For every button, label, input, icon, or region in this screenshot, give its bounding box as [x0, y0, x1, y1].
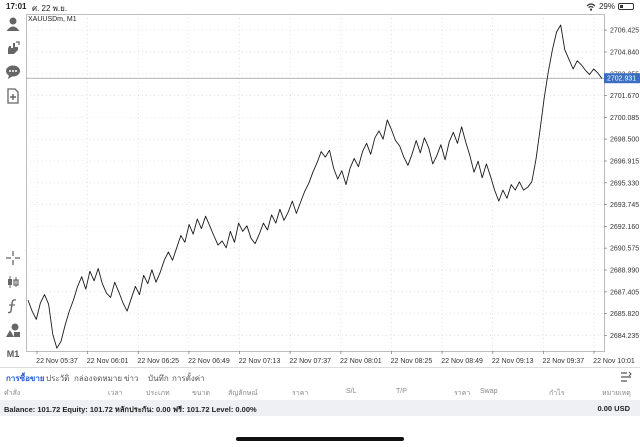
- chat-icon[interactable]: [5, 64, 21, 80]
- y-tick-label: 2701.670: [610, 93, 639, 100]
- x-tick-label: 22 Nov 09:13: [492, 358, 534, 365]
- y-tick-label: 2695.330: [610, 180, 639, 187]
- y-tick-label: 2698.500: [610, 137, 639, 144]
- y-tick-label: 2692.160: [610, 224, 639, 231]
- tab-5[interactable]: การตั้งค่า: [172, 374, 205, 383]
- price-chart[interactable]: 22 Nov 05:37 22 Nov 06:01 22 Nov 06:25 22 N…: [26, 14, 640, 379]
- timeframe-button[interactable]: M1: [6, 349, 20, 359]
- battery-fill: [620, 5, 624, 8]
- candlestick-icon[interactable]: [5, 274, 21, 290]
- column-header: หมายเหตุ: [602, 390, 631, 397]
- column-header: ขนาด: [192, 390, 211, 397]
- objects-icon[interactable]: [5, 322, 21, 338]
- battery-icon: [618, 3, 634, 10]
- status-date: ศ. 22 พ.ย.: [32, 4, 68, 13]
- column-header: ราคา: [454, 390, 471, 397]
- y-tick-label: 2706.425: [610, 28, 639, 35]
- chart-canvas[interactable]: 22 Nov 05:37 22 Nov 06:01 22 Nov 06:25 22 N…: [26, 14, 640, 379]
- x-tick-label: 22 Nov 10:01: [593, 358, 635, 365]
- y-tick-label: 2688.990: [610, 267, 639, 274]
- x-tick-label: 22 Nov 07:13: [239, 358, 281, 365]
- tab-3[interactable]: ข่าว: [124, 374, 139, 383]
- column-header: ประเภท: [146, 390, 170, 397]
- tab-4[interactable]: บันทึก: [148, 374, 169, 383]
- status-right: 29%: [586, 2, 634, 11]
- x-tick-label: 22 Nov 05:37: [36, 358, 78, 365]
- panel-menu-icon[interactable]: [620, 371, 632, 383]
- tab-0[interactable]: การซื้อขาย: [6, 374, 45, 383]
- trade-columns-header: คำสั่ง เวลา ประเภท ขนาด สัญลักษณ์ ราคา S/L T/P ร…: [0, 386, 640, 400]
- price-label: 2702.931: [607, 76, 636, 83]
- column-header: เวลา: [108, 390, 123, 397]
- status-time: 17:01: [6, 2, 27, 11]
- user-icon[interactable]: [5, 16, 21, 32]
- plot-frame: [26, 14, 605, 352]
- y-tick-label: 2684.235: [610, 333, 639, 340]
- column-header: T/P: [396, 388, 407, 395]
- account-balance-bar: Balance: 101.72 Equity: 101.72 หลักประกั…: [0, 400, 640, 416]
- left-toolbar: M1: [0, 14, 26, 366]
- y-tick-label: 2685.820: [610, 311, 639, 318]
- chart-symbol: XAUUSDm, M1: [28, 16, 77, 23]
- y-tick-label: 2696.915: [610, 158, 639, 165]
- x-tick-label: 22 Nov 09:37: [543, 358, 585, 365]
- column-header: สัญลักษณ์: [228, 390, 258, 397]
- x-tick-label: 22 Nov 08:25: [391, 358, 433, 365]
- y-tick-label: 2704.840: [610, 49, 639, 56]
- hand-icon[interactable]: [5, 40, 21, 56]
- column-header: S/L: [346, 388, 357, 395]
- x-tick-label: 22 Nov 06:49: [188, 358, 230, 365]
- home-indicator[interactable]: [236, 437, 404, 441]
- tab-1[interactable]: ประวัติ: [46, 374, 70, 383]
- y-tick-label: 2700.085: [610, 115, 639, 122]
- crosshair-icon[interactable]: [5, 250, 21, 266]
- column-header: ราคา: [292, 390, 309, 397]
- y-tick-label: 2687.405: [610, 289, 639, 296]
- price-label-box: [604, 73, 640, 84]
- column-header: Swap: [480, 388, 498, 395]
- wifi-icon: [586, 2, 596, 11]
- y-tick-label: 2693.745: [610, 202, 639, 209]
- x-tick-label: 22 Nov 08:49: [441, 358, 483, 365]
- price-series-line: [27, 24, 603, 349]
- y-tick-label: 2690.575: [610, 246, 639, 253]
- x-tick-label: 22 Nov 07:37: [289, 358, 331, 365]
- column-header: กำไร: [549, 390, 565, 397]
- account-summary: Balance: 101.72 Equity: 101.72 หลักประกั…: [4, 405, 257, 414]
- x-tick-label: 22 Nov 06:25: [137, 358, 179, 365]
- function-icon[interactable]: [5, 298, 21, 314]
- x-tick-label: 22 Nov 08:01: [340, 358, 382, 365]
- column-header: คำสั่ง: [4, 390, 21, 397]
- tab-2[interactable]: กล่องจดหมาย: [74, 374, 123, 383]
- account-profit: 0.00 USD: [597, 404, 630, 413]
- new-document-icon[interactable]: [5, 88, 21, 104]
- status-bar: 17:01 ศ. 22 พ.ย. 29%: [0, 0, 640, 14]
- x-tick-label: 22 Nov 06:01: [87, 358, 129, 365]
- battery-percent: 29%: [598, 2, 615, 11]
- bottom-tabs: การซื้อขาย ประวัติ กล่องจดหมาย ข่าว บันทึก กา…: [0, 367, 640, 385]
